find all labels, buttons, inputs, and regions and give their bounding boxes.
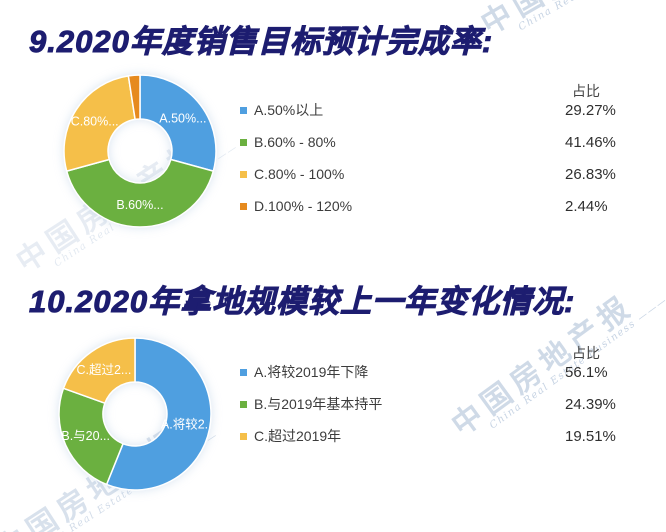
donut-slice: [63, 75, 136, 172]
legend-label: B.与2019年基本持平: [254, 396, 383, 412]
donut-slice: [139, 74, 217, 172]
chart-legend: A.将较2019年下降 B.与2019年基本持平 C.超过2019年: [240, 363, 382, 459]
chart-title: 10.2020年拿地规模较上一年变化情况:: [28, 284, 576, 320]
legend-item: B.与2019年基本持平: [240, 395, 382, 413]
value-column-header: 占比: [572, 83, 600, 99]
legend-label: A.50%以上: [254, 102, 324, 118]
section-sales-target-completion: 9.2020年度销售目标预计完成率: A.50%... B.60%... C.80%…: [0, 0, 666, 260]
legend-marker: [240, 138, 247, 146]
legend-marker: [240, 368, 247, 376]
legend-item: D.100% - 120%: [240, 197, 352, 215]
value-cell: 19.51%: [565, 428, 616, 445]
donut-chart: A.50%... B.60%... C.80%...: [63, 74, 217, 228]
donut-slice: [127, 74, 141, 121]
value-column: 29.27% 41.46% 26.83% 2.44%: [565, 102, 616, 230]
legend-marker: [240, 170, 247, 178]
donut-chart: A.将较2... B.与20... C.超过2...: [58, 337, 212, 491]
slice-label: A.50%...: [159, 111, 206, 125]
legend-item: A.50%以上: [240, 101, 352, 119]
slice-label: C.超过2...: [76, 362, 131, 377]
donut-slice: [62, 337, 136, 404]
legend-label: B.60% - 80%: [254, 134, 336, 150]
value-cell: 24.39%: [565, 396, 616, 413]
slice-label: A.将较2...: [161, 416, 212, 431]
value-cell: 26.83%: [565, 166, 616, 183]
slice-label: C.80%...: [71, 115, 119, 129]
slice-label: B.60%...: [116, 198, 163, 212]
legend-item: C.超过2019年: [240, 427, 382, 445]
legend-label: A.将较2019年下降: [254, 364, 369, 380]
legend-item: B.60% - 80%: [240, 133, 352, 151]
legend-marker: [240, 106, 247, 114]
donut-slice: [65, 158, 215, 228]
value-cell: 56.1%: [565, 364, 608, 381]
value-cell: 29.27%: [565, 102, 616, 119]
donut-slice: [58, 387, 124, 486]
value-column: 56.1% 24.39% 19.51%: [565, 364, 616, 460]
slice-label: B.与20...: [61, 429, 110, 443]
legend-label: D.100% - 120%: [254, 198, 353, 214]
legend-marker: [240, 202, 247, 210]
legend-item: C.80% - 100%: [240, 165, 352, 183]
legend-marker: [240, 432, 247, 440]
donut-slice: [105, 337, 212, 491]
chart-title: 9.2020年度销售目标预计完成率:: [28, 24, 494, 60]
legend-marker: [240, 400, 247, 408]
value-cell: 41.46%: [565, 134, 616, 151]
legend-label: C.80% - 100%: [254, 166, 345, 182]
chart-legend: A.50%以上 B.60% - 80% C.80% - 100% D.100% - 1…: [240, 101, 352, 229]
value-cell: 2.44%: [565, 198, 608, 215]
legend-item: A.将较2019年下降: [240, 363, 382, 381]
section-land-acquisition-change: 10.2020年拿地规模较上一年变化情况: A.将较2... B.与20... C.…: [0, 260, 666, 520]
value-column-header: 占比: [572, 345, 600, 361]
legend-label: C.超过2019年: [254, 428, 342, 444]
